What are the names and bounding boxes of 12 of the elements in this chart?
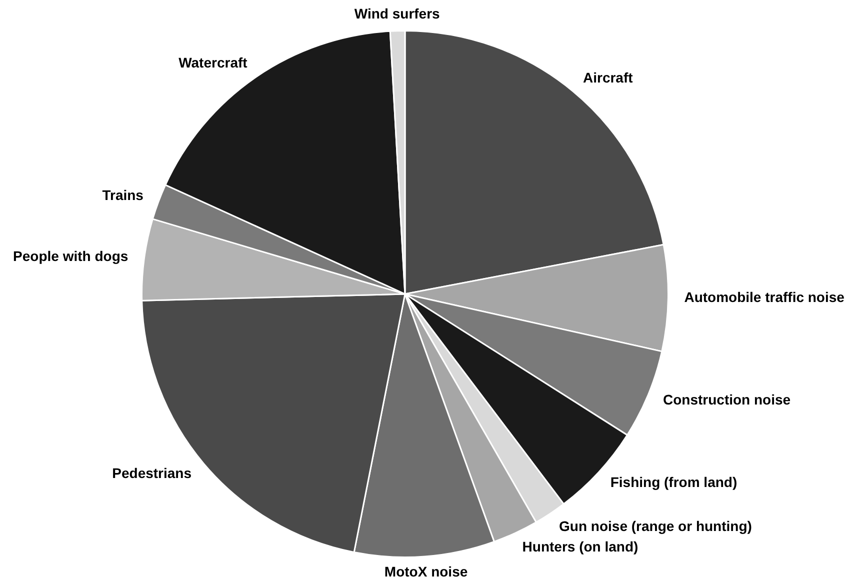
slice-label: Fishing (from land)	[610, 474, 738, 490]
slice-label: Gun noise (range or hunting)	[559, 518, 752, 534]
slice-label: Watercraft	[178, 54, 248, 70]
slice-label: People with dogs	[13, 248, 128, 264]
slice-label: Pedestrians	[112, 464, 192, 481]
slice-label: Construction noise	[662, 392, 791, 408]
slice-label: Aircraft	[583, 70, 634, 86]
slice-label: Wind surfers	[354, 6, 440, 22]
slice-label: MotoX noise	[384, 563, 468, 580]
slice-label: Hunters (on land)	[522, 538, 638, 554]
slice-label: Trains	[102, 186, 144, 203]
slice-label: Automobile traffic noise	[684, 289, 845, 306]
